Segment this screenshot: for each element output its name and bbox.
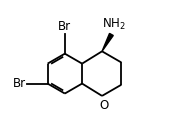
Polygon shape <box>102 33 113 51</box>
Text: NH$_2$: NH$_2$ <box>102 17 125 32</box>
Text: Br: Br <box>13 77 26 90</box>
Text: Br: Br <box>58 20 71 33</box>
Text: O: O <box>99 99 108 112</box>
